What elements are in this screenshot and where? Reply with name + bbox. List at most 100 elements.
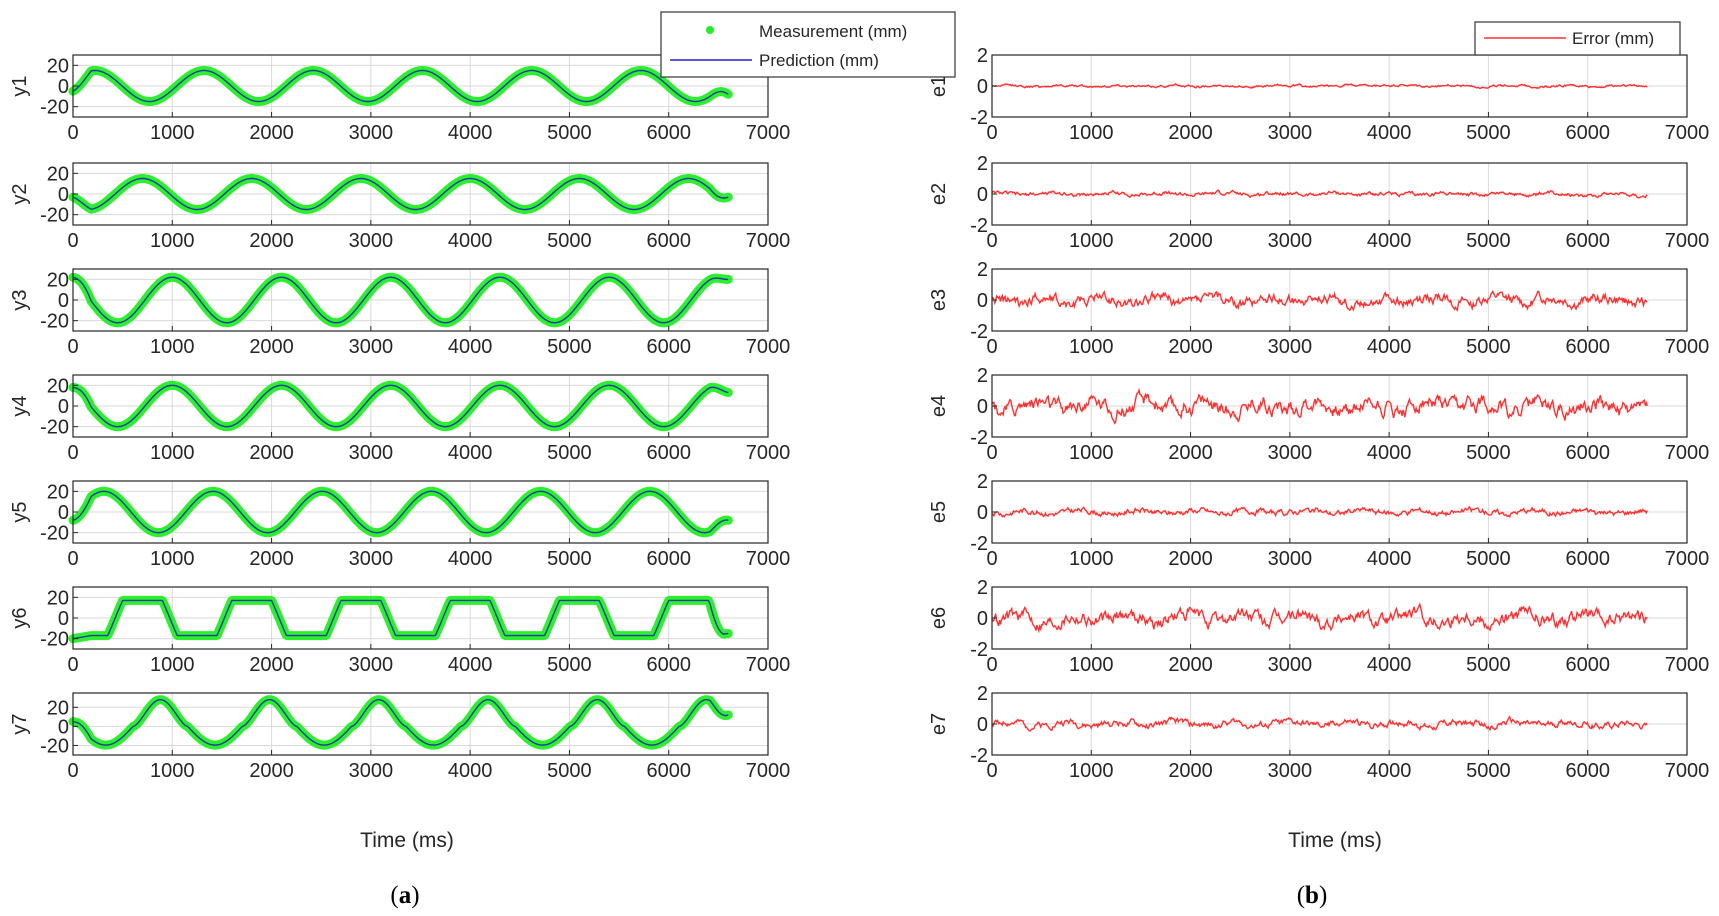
- x-tick-label: 3000: [349, 760, 394, 782]
- x-axis-label-b: Time (ms): [1288, 829, 1382, 852]
- y-axis-label-y7: y7: [9, 713, 31, 734]
- x-tick-label: 0: [986, 654, 997, 676]
- x-tick-label: 6000: [1565, 122, 1610, 144]
- x-tick-label: 7000: [746, 442, 791, 464]
- x-tick-label: 4000: [448, 654, 493, 676]
- x-tick-label: 1000: [1069, 336, 1114, 358]
- legend-error-label: Error (mm): [1572, 29, 1654, 48]
- x-tick-label: 1000: [150, 122, 195, 144]
- x-tick-label: 2000: [1168, 336, 1213, 358]
- x-tick-label: 2000: [1168, 442, 1213, 464]
- x-tick-label: 1000: [150, 336, 195, 358]
- x-tick-label: 2000: [249, 760, 294, 782]
- y-tick-label: -2: [970, 639, 988, 661]
- y-axis-label-e4: e4: [928, 395, 950, 417]
- y-axis-label-e5: e5: [928, 501, 950, 523]
- axes-frame: [72, 692, 769, 756]
- y-tick-label: 2: [977, 577, 988, 599]
- x-tick-label: 0: [67, 442, 78, 464]
- series-error: [991, 83, 1648, 90]
- x-tick-label: 2000: [1168, 654, 1213, 676]
- y-axis-label-y2: y2: [9, 183, 31, 204]
- legend-box: [660, 11, 956, 78]
- x-tick-label: 7000: [1665, 336, 1710, 358]
- y-axis-label-y6: y6: [9, 607, 31, 628]
- y-tick-label: 0: [977, 290, 988, 312]
- y-tick-label: 0: [58, 608, 69, 630]
- y-tick-label: -2: [970, 321, 988, 343]
- x-tick-label: 5000: [1466, 336, 1511, 358]
- x-tick-label: 3000: [1268, 654, 1313, 676]
- caption-b: (b): [1297, 882, 1328, 909]
- x-tick-label: 2000: [1168, 548, 1213, 570]
- x-tick-label: 4000: [448, 122, 493, 144]
- y-axis-label-e3: e3: [928, 289, 950, 311]
- series-prediction: [72, 599, 729, 640]
- y-tick-label: 0: [977, 608, 988, 630]
- y-tick-label: -20: [40, 417, 69, 439]
- x-tick-label: 7000: [746, 654, 791, 676]
- x-tick-label: 6000: [646, 230, 691, 252]
- x-tick-label: 4000: [448, 548, 493, 570]
- x-tick-label: 5000: [1466, 548, 1511, 570]
- y-tick-label: 20: [47, 269, 69, 291]
- x-tick-label: 1000: [150, 548, 195, 570]
- x-tick-label: 6000: [1565, 654, 1610, 676]
- x-tick-label: 2000: [249, 442, 294, 464]
- y-tick-label: 20: [47, 375, 69, 397]
- y-tick-label: -2: [970, 107, 988, 129]
- series-prediction: [72, 276, 729, 324]
- x-tick-label: 7000: [1665, 442, 1710, 464]
- y-tick-label: 20: [47, 163, 69, 185]
- x-tick-label: 3000: [1268, 442, 1313, 464]
- x-tick-label: 5000: [547, 442, 592, 464]
- x-tick-label: 2000: [1168, 760, 1213, 782]
- x-tick-label: 5000: [1466, 230, 1511, 252]
- x-tick-label: 7000: [746, 230, 791, 252]
- y-tick-label: -2: [970, 427, 988, 449]
- x-tick-label: 0: [67, 654, 78, 676]
- x-tick-label: 3000: [1268, 122, 1313, 144]
- legend-error: Error (mm): [1474, 21, 1681, 56]
- x-tick-label: 4000: [448, 760, 493, 782]
- y-tick-label: 0: [977, 714, 988, 736]
- y-tick-label: -20: [40, 735, 69, 757]
- series-error: [991, 602, 1648, 634]
- x-tick-label: 0: [67, 548, 78, 570]
- x-tick-label: 1000: [150, 442, 195, 464]
- x-tick-label: 1000: [1069, 122, 1114, 144]
- y-tick-label: 0: [977, 76, 988, 98]
- x-tick-label: 6000: [646, 336, 691, 358]
- x-tick-label: 0: [67, 760, 78, 782]
- x-tick-label: 4000: [448, 442, 493, 464]
- x-tick-label: 1000: [1069, 230, 1114, 252]
- x-tick-label: 3000: [349, 654, 394, 676]
- y-tick-label: -20: [40, 205, 69, 227]
- x-tick-label: 7000: [746, 122, 791, 144]
- x-tick-label: 5000: [1466, 654, 1511, 676]
- x-tick-label: 4000: [1367, 336, 1412, 358]
- x-tick-label: 6000: [646, 442, 691, 464]
- x-tick-label: 7000: [1665, 760, 1710, 782]
- x-tick-label: 4000: [448, 336, 493, 358]
- x-tick-label: 2000: [249, 654, 294, 676]
- x-tick-label: 0: [67, 122, 78, 144]
- y-tick-label: -20: [40, 311, 69, 333]
- series-error: [991, 505, 1648, 519]
- y-tick-label: -20: [40, 523, 69, 545]
- x-tick-label: 3000: [349, 336, 394, 358]
- x-tick-label: 1000: [150, 760, 195, 782]
- y-axis-label-e2: e2: [928, 183, 950, 205]
- x-tick-label: 0: [67, 230, 78, 252]
- x-tick-label: 5000: [1466, 442, 1511, 464]
